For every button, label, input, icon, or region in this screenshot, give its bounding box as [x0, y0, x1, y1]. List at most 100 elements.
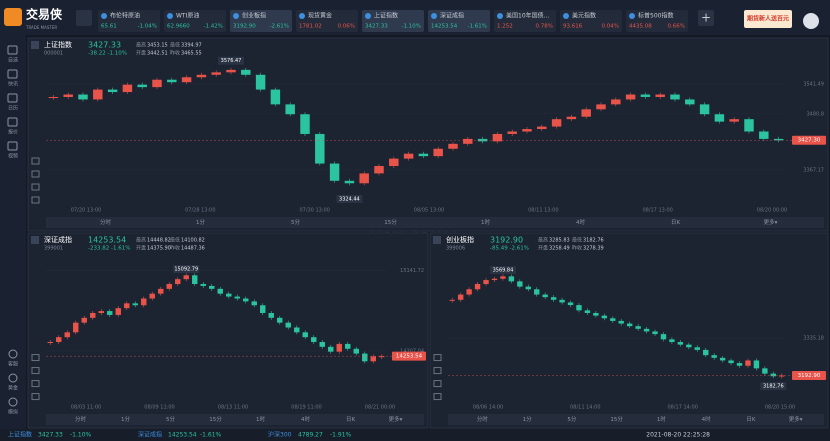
stat-label: 最高: [136, 42, 146, 49]
period-tab[interactable]: 1时: [657, 415, 666, 423]
ticker-card[interactable]: [626, 10, 688, 32]
stat-value: 14448.82: [147, 238, 171, 244]
period-tab[interactable]: 分时: [75, 415, 87, 423]
add-icon: +: [701, 11, 711, 25]
candle: [457, 294, 464, 300]
x-tick-label: 08/05 13:00: [414, 208, 444, 214]
period-tab[interactable]: 1分: [196, 218, 205, 226]
ticker-card[interactable]: [164, 10, 226, 32]
sidebar-icon[interactable]: [7, 45, 18, 55]
candle: [255, 74, 266, 90]
sidebar-icon[interactable]: [8, 373, 18, 383]
period-tab[interactable]: 日K: [671, 219, 681, 226]
candle: [64, 332, 70, 338]
close-button[interactable]: [31, 236, 39, 244]
period-tab[interactable]: 日K: [346, 416, 356, 423]
period-tab[interactable]: 日K: [746, 416, 756, 423]
tool-icon[interactable]: [31, 170, 40, 178]
candle: [107, 311, 113, 315]
ticker-card[interactable]: [560, 10, 622, 32]
tool-icon[interactable]: [31, 380, 40, 388]
ad-banner[interactable]: [744, 10, 792, 28]
candle: [277, 317, 283, 323]
ticker-card[interactable]: [494, 10, 556, 32]
ticker-icon: [167, 13, 173, 19]
period-tab[interactable]: 15分: [209, 415, 222, 423]
ticker-card[interactable]: [230, 10, 292, 32]
add-button[interactable]: [698, 10, 714, 26]
sidebar-icon[interactable]: [8, 349, 18, 359]
tool-icon[interactable]: [31, 196, 40, 204]
ticker-change: 0.04%: [602, 24, 619, 30]
sidebar-icon[interactable]: [7, 93, 18, 103]
stat-value: 14487.36: [181, 246, 205, 252]
sidebar-icon[interactable]: [7, 141, 18, 151]
period-tab[interactable]: 1分: [523, 415, 532, 423]
candle: [90, 313, 96, 318]
ticker-card[interactable]: [428, 10, 490, 32]
sidebar-label: 日历: [8, 106, 18, 112]
tool-icon[interactable]: [31, 157, 40, 165]
period-tab[interactable]: 5分: [166, 415, 175, 423]
candle: [81, 317, 87, 323]
period-tab[interactable]: 分时: [477, 415, 489, 423]
y-tick-label: 3480.8: [807, 111, 825, 117]
tool-icon[interactable]: [433, 393, 442, 401]
candle: [762, 368, 768, 374]
candle: [542, 294, 548, 298]
period-tab[interactable]: 1分: [121, 415, 130, 423]
tool-icon[interactable]: [31, 367, 40, 375]
candle: [374, 166, 384, 174]
symbol-price: 3427.33: [88, 41, 121, 50]
sidebar-label: 视频: [8, 153, 18, 160]
candle: [141, 298, 147, 306]
ticker-change: -1.61%: [468, 24, 487, 30]
ticker-card[interactable]: [98, 10, 160, 32]
period-tab[interactable]: 15分: [384, 218, 397, 226]
candle: [285, 322, 291, 328]
period-tab[interactable]: 4时: [702, 415, 711, 423]
period-tab[interactable]: 4时: [301, 415, 310, 423]
ticker-price: 65.61: [101, 24, 117, 30]
ticker-card[interactable]: [296, 10, 358, 32]
ticker-card[interactable]: [362, 10, 424, 32]
tool-icon[interactable]: [433, 354, 442, 362]
close-button[interactable]: [31, 41, 39, 49]
period-tab[interactable]: 5分: [567, 415, 576, 423]
tool-icon[interactable]: [433, 367, 442, 375]
status-name: 上证指数: [8, 431, 32, 439]
sidebar-icon[interactable]: [7, 117, 18, 127]
sidebar-icon[interactable]: [7, 69, 18, 79]
candle: [483, 280, 489, 284]
period-tab[interactable]: 更多▾: [389, 415, 403, 423]
y-tick-label: 14307.04: [400, 348, 424, 354]
candle: [537, 126, 547, 130]
period-tab[interactable]: 1时: [481, 218, 490, 226]
candle: [234, 296, 240, 299]
period-tab[interactable]: 15分: [610, 415, 623, 423]
period-tab[interactable]: 1时: [256, 415, 265, 423]
ticker-icon: [629, 13, 635, 19]
sidebar-label: 模拟: [8, 409, 18, 416]
tool-icon[interactable]: [31, 393, 40, 401]
grid-button[interactable]: [76, 10, 92, 26]
candle: [593, 313, 599, 316]
x-tick-label: 08/11 13:00: [528, 208, 558, 214]
candle: [729, 119, 739, 122]
sidebar-label: 快讯: [8, 81, 18, 88]
close-button[interactable]: [433, 236, 441, 244]
tool-icon[interactable]: [31, 354, 40, 362]
avatar[interactable]: [803, 13, 819, 29]
tool-icon[interactable]: [31, 183, 40, 191]
period-tab[interactable]: 更多▾: [764, 218, 778, 226]
chart-panel: [27, 232, 429, 429]
sidebar-icon[interactable]: [8, 397, 18, 407]
price-tag: [392, 351, 426, 361]
period-tab[interactable]: 更多▾: [789, 415, 803, 423]
period-tab[interactable]: 5分: [291, 218, 300, 226]
tool-icon[interactable]: [433, 380, 442, 388]
stat-label: 最低: [572, 237, 582, 244]
candle: [152, 79, 162, 88]
period-tab[interactable]: 4时: [576, 218, 585, 226]
period-tab[interactable]: 分时: [100, 218, 112, 226]
